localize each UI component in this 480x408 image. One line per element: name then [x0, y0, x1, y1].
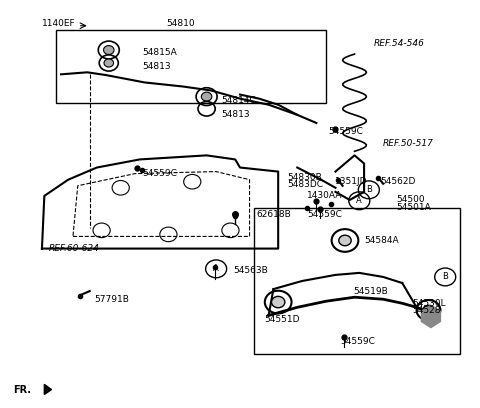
Text: 57791B: 57791B	[95, 295, 129, 304]
Text: 62618B: 62618B	[257, 210, 291, 219]
Text: 54519B: 54519B	[354, 287, 388, 296]
Text: FR.: FR.	[13, 385, 31, 395]
Text: B: B	[366, 185, 372, 194]
Text: 54559C: 54559C	[142, 169, 177, 178]
Text: 54501A: 54501A	[396, 203, 431, 212]
Text: 54528: 54528	[413, 306, 441, 315]
Circle shape	[201, 92, 212, 101]
Text: 54830B: 54830B	[288, 173, 323, 182]
Text: 54563B: 54563B	[233, 266, 267, 275]
Text: 1430AA: 1430AA	[307, 191, 342, 200]
Text: 54584A: 54584A	[364, 236, 399, 245]
Text: REF.54-546: REF.54-546	[373, 40, 424, 49]
Text: 54500: 54500	[396, 195, 425, 204]
Text: 1351JD: 1351JD	[336, 177, 368, 186]
Bar	[56, 30, 326, 103]
Circle shape	[104, 46, 114, 55]
Circle shape	[339, 235, 351, 246]
Text: 54559C: 54559C	[307, 210, 342, 219]
Text: B: B	[442, 273, 448, 282]
Text: A: A	[357, 196, 362, 205]
Text: 54559C: 54559C	[328, 126, 363, 135]
Polygon shape	[44, 384, 51, 395]
Bar	[254, 208, 459, 354]
Text: 5483DC: 5483DC	[288, 180, 324, 189]
Text: 54530L: 54530L	[413, 299, 446, 308]
Text: A: A	[213, 264, 219, 273]
Text: 54562D: 54562D	[381, 177, 416, 186]
Text: 54814C: 54814C	[221, 96, 256, 105]
Text: 54810: 54810	[166, 19, 195, 28]
Circle shape	[423, 305, 434, 315]
Text: REF.50-517: REF.50-517	[383, 139, 434, 148]
Text: 54559C: 54559C	[340, 337, 375, 346]
Text: REF.60-624: REF.60-624	[49, 244, 100, 253]
Text: 54815A: 54815A	[142, 48, 177, 57]
Text: 54551D: 54551D	[264, 315, 300, 324]
Text: 1140EF: 1140EF	[42, 19, 75, 28]
Polygon shape	[421, 305, 441, 328]
Circle shape	[272, 296, 285, 308]
Text: 54813: 54813	[221, 110, 250, 120]
Circle shape	[104, 59, 114, 67]
Text: 54813: 54813	[142, 62, 171, 71]
